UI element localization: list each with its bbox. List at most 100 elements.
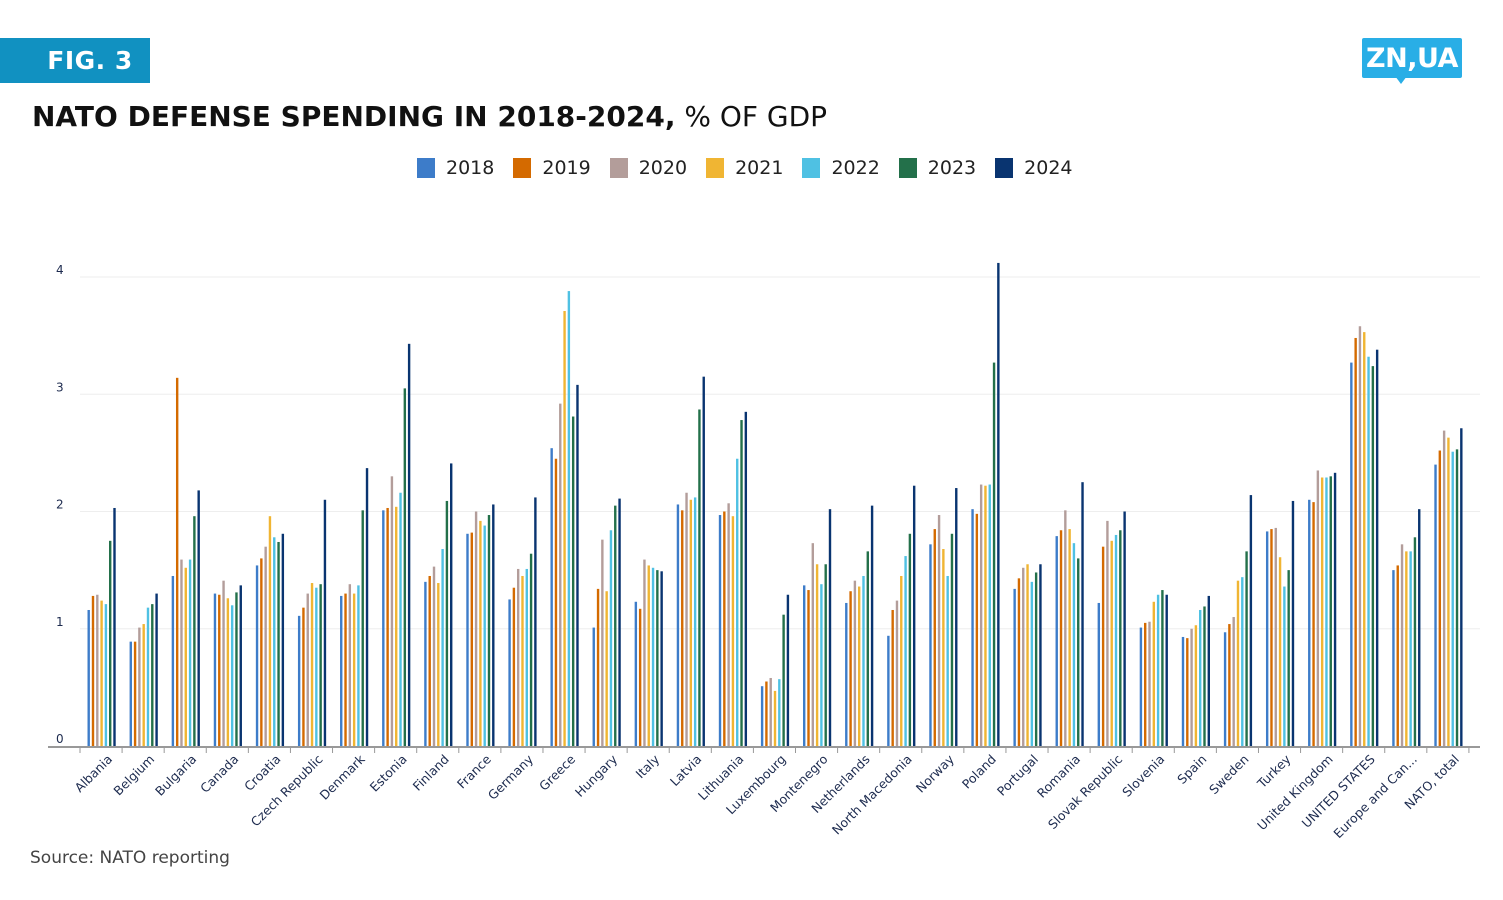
bar-2022	[651, 567, 655, 746]
bar-2023	[277, 541, 280, 746]
bar-2024	[618, 498, 621, 746]
bar-2020	[1400, 544, 1404, 746]
x-tick-label: North Macedonia	[829, 752, 915, 838]
bar-2022	[567, 291, 571, 746]
bar-2019	[470, 532, 473, 746]
bar-2019	[344, 593, 347, 746]
bar-2021	[100, 600, 103, 746]
legend-item-2023[interactable]: 2023	[898, 157, 977, 179]
bar-2018	[255, 565, 259, 746]
bar-2024	[744, 411, 748, 746]
bar-2022	[1325, 477, 1328, 746]
bar-2023	[529, 553, 533, 746]
bar-2018	[592, 627, 595, 746]
chart-title-unit: % OF GDP	[675, 100, 828, 133]
bar-2020	[769, 677, 772, 746]
bar-2018	[1139, 627, 1143, 746]
bar-2020	[601, 539, 604, 746]
bar-2020	[937, 515, 941, 746]
bar-2021	[310, 583, 314, 746]
bar-2024	[1460, 428, 1463, 746]
logo-speech-tail-icon	[1395, 76, 1407, 84]
bar-2024	[450, 463, 453, 746]
bar-2018	[424, 581, 427, 746]
bar-2020	[1064, 510, 1067, 746]
bar-2021	[563, 311, 566, 746]
bar-2021	[268, 516, 272, 746]
bar-2018	[1181, 636, 1185, 746]
bar-2022	[946, 575, 949, 746]
legend-item-2024[interactable]: 2024	[995, 157, 1073, 179]
bar-2021	[647, 565, 650, 746]
bar-2022	[230, 605, 234, 746]
legend-label: 2022	[831, 157, 880, 179]
bar-2023	[992, 362, 996, 746]
bar-2021	[815, 564, 819, 746]
y-tick-label: 2	[56, 498, 64, 512]
bar-2024	[870, 505, 874, 746]
bar-2023	[1287, 570, 1290, 746]
bar-2021	[1320, 477, 1324, 746]
bar-2020	[685, 492, 688, 746]
bar-2018	[718, 515, 722, 746]
bar-2021	[1278, 557, 1282, 746]
bar-2023	[1119, 530, 1122, 746]
bar-2020	[895, 600, 899, 746]
bar-2022	[1241, 577, 1244, 746]
bar-2024	[407, 343, 411, 746]
bar-group-united-states	[1350, 326, 1379, 746]
figure-badge-label: FIG. 3	[47, 46, 133, 75]
bar-2018	[466, 533, 469, 746]
bar-2024	[534, 497, 537, 746]
legend-item-2021[interactable]: 2021	[706, 157, 783, 179]
legend-item-2018[interactable]: 2018	[417, 157, 494, 179]
bar-2022	[1156, 594, 1160, 746]
bar-2019	[765, 681, 768, 746]
legend-swatch-icon	[417, 158, 435, 178]
legend-item-2022[interactable]: 2022	[802, 157, 880, 179]
bar-2021	[395, 506, 398, 746]
bar-2020	[138, 627, 141, 746]
bar-2023	[1203, 606, 1206, 746]
legend-swatch-icon	[706, 158, 725, 178]
bar-group-finland	[424, 463, 453, 746]
legend-item-2019[interactable]: 2019	[513, 157, 591, 179]
bar-2022	[104, 604, 108, 746]
bar-2024	[955, 488, 958, 746]
bar-2024	[239, 585, 242, 746]
bar-2022	[525, 568, 528, 746]
bar-2018	[1013, 588, 1016, 746]
bar-2024	[1249, 495, 1253, 746]
znua-logo[interactable]: ZN,UA	[1362, 38, 1462, 78]
x-tick-label: Sweden	[1206, 752, 1252, 798]
bar-2020	[979, 484, 983, 746]
bar-2024	[1039, 564, 1042, 746]
bar-group-estonia	[382, 343, 411, 746]
bar-group-romania	[1055, 482, 1084, 746]
bar-2018	[676, 504, 680, 746]
legend-label: 2023	[927, 157, 977, 179]
legend-item-2020[interactable]: 2020	[609, 157, 687, 179]
bar-2019	[1228, 624, 1231, 746]
bar-2022	[315, 587, 318, 746]
bar-2024	[912, 485, 916, 746]
bar-2024	[197, 490, 200, 746]
bar-2019	[260, 558, 263, 746]
bar-2022	[146, 607, 150, 746]
bar-2024	[1207, 595, 1210, 746]
bar-2021	[900, 575, 903, 746]
bar-2022	[609, 530, 613, 746]
figure-badge: FIG. 3	[0, 38, 150, 83]
bar-2023	[1245, 551, 1248, 746]
bar-2021	[479, 520, 482, 746]
bar-2019	[91, 595, 95, 746]
bar-2019	[1101, 546, 1105, 746]
bar-2023	[782, 614, 785, 746]
bar-2020	[1190, 628, 1193, 746]
bar-2021	[731, 516, 735, 746]
bar-2023	[193, 516, 196, 746]
bar-2018	[129, 641, 132, 746]
bar-2021	[605, 591, 608, 746]
bar-2019	[1059, 530, 1063, 746]
bar-group-belgium	[129, 593, 158, 746]
